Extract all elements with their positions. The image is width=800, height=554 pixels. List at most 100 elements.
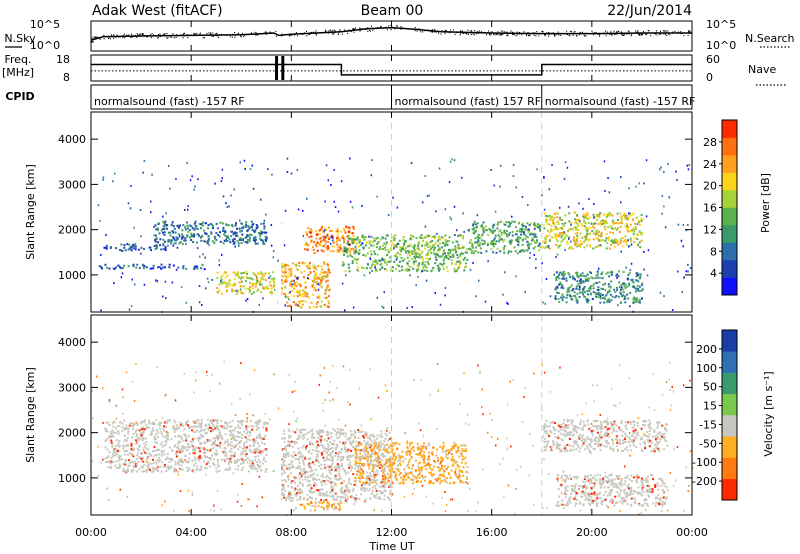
- noise-point: [613, 30, 615, 32]
- range-gate-cell: [309, 491, 312, 494]
- range-gate-cell: [268, 272, 270, 275]
- range-gate-cell: [114, 464, 117, 467]
- range-gate-cell: [561, 293, 564, 296]
- range-gate-cell: [611, 271, 614, 274]
- range-gate-cell: [367, 462, 369, 465]
- range-gate-cell: [517, 222, 520, 225]
- range-gate-cell: [295, 291, 298, 294]
- range-gate-cell: [251, 278, 254, 281]
- noise-point: [126, 34, 128, 36]
- range-gate-cell: [608, 247, 611, 250]
- range-gate-cell: [296, 304, 299, 306]
- range-gate-cell: [327, 179, 329, 182]
- range-gate-cell: [108, 267, 111, 270]
- range-gate-cell: [426, 252, 429, 255]
- range-gate-cell: [180, 464, 183, 467]
- range-gate-cell: [440, 246, 443, 249]
- range-gate-cell: [327, 437, 330, 440]
- range-gate-cell: [404, 241, 407, 243]
- range-gate-cell: [114, 451, 117, 454]
- range-gate-cell: [256, 225, 259, 228]
- range-gate-cell: [314, 232, 317, 235]
- range-gate-cell: [545, 220, 548, 223]
- range-gate-cell: [176, 428, 179, 431]
- noise-point: [167, 37, 169, 39]
- noise-point: [216, 34, 218, 37]
- range-gate-cell: [626, 293, 629, 296]
- noise-point: [430, 31, 432, 33]
- range-gate-cell: [522, 224, 524, 227]
- range-gate-cell: [177, 442, 180, 445]
- noise-point: [371, 25, 372, 27]
- range-gate-cell: [347, 237, 350, 240]
- range-gate-cell: [264, 448, 267, 451]
- range-gate-cell: [337, 238, 340, 241]
- range-gate-cell: [150, 422, 153, 425]
- range-gate-cell: [193, 459, 196, 462]
- noise-point: [244, 34, 246, 36]
- noise-point: [664, 30, 666, 32]
- range-gate-cell: [563, 273, 566, 276]
- range-gate-cell: [608, 289, 611, 292]
- range-gate-cell: [321, 276, 324, 279]
- range-gate-cell: [256, 279, 259, 282]
- range-gate-cell: [464, 266, 466, 269]
- range-gate-cell: [185, 301, 187, 304]
- range-gate-cell: [421, 201, 424, 204]
- range-gate-cell: [261, 231, 264, 234]
- range-gate-cell: [305, 448, 308, 451]
- range-gate-cell: [366, 471, 369, 474]
- range-gate-cell: [167, 465, 170, 468]
- range-gate-cell: [373, 250, 376, 253]
- range-gate-cell: [249, 444, 252, 447]
- noise-point: [504, 31, 506, 33]
- range-gate-cell: [668, 196, 670, 199]
- range-gate-cell: [595, 213, 598, 216]
- range-gate-cell: [586, 273, 589, 276]
- range-gate-cell: [327, 458, 330, 461]
- range-gate-cell: [616, 240, 619, 243]
- range-gate-cell: [206, 277, 209, 280]
- range-gate-cell: [544, 237, 547, 240]
- noise-point: [474, 30, 476, 32]
- range-gate-cell: [578, 296, 581, 298]
- range-gate-cell: [199, 446, 202, 449]
- range-gate-cell: [404, 248, 407, 251]
- range-gate-cell: [151, 173, 153, 176]
- noise-point: [614, 32, 616, 34]
- range-gate-cell: [250, 464, 253, 467]
- range-gate-cell: [297, 434, 300, 437]
- range-gate-cell: [124, 438, 127, 441]
- range-gate-cell: [138, 468, 141, 471]
- noise-point: [337, 33, 339, 36]
- range-gate-cell: [455, 269, 458, 272]
- range-gate-cell: [308, 430, 311, 433]
- noise-point: [139, 33, 141, 35]
- range-gate-cell: [187, 427, 190, 430]
- noise-point: [502, 33, 504, 35]
- range-gate-cell: [116, 452, 119, 455]
- range-gate-cell: [140, 420, 143, 423]
- range-gate-cell: [622, 291, 625, 294]
- range-gate-cell: [288, 466, 291, 469]
- noise-point: [527, 32, 529, 34]
- range-gate-cell: [165, 458, 167, 461]
- range-gate-cell: [418, 249, 421, 252]
- range-gate-cell: [155, 234, 157, 237]
- range-gate-cell: [310, 235, 313, 238]
- y-tick-label: 1000: [58, 269, 86, 282]
- range-gate-cell: [555, 287, 558, 290]
- range-gate-cell: [574, 232, 577, 235]
- range-gate-cell: [149, 433, 152, 436]
- range-gate-cell: [150, 200, 152, 203]
- range-gate-cell: [318, 237, 321, 240]
- range-gate-cell: [566, 291, 569, 294]
- range-gate-cell: [182, 449, 185, 452]
- range-gate-cell: [560, 240, 563, 243]
- range-gate-cell: [380, 445, 383, 448]
- range-gate-cell: [254, 421, 257, 424]
- range-gate-cell: [597, 222, 600, 225]
- range-gate-cell: [236, 273, 239, 276]
- range-gate-cell: [376, 469, 379, 472]
- range-gate-cell: [605, 272, 608, 275]
